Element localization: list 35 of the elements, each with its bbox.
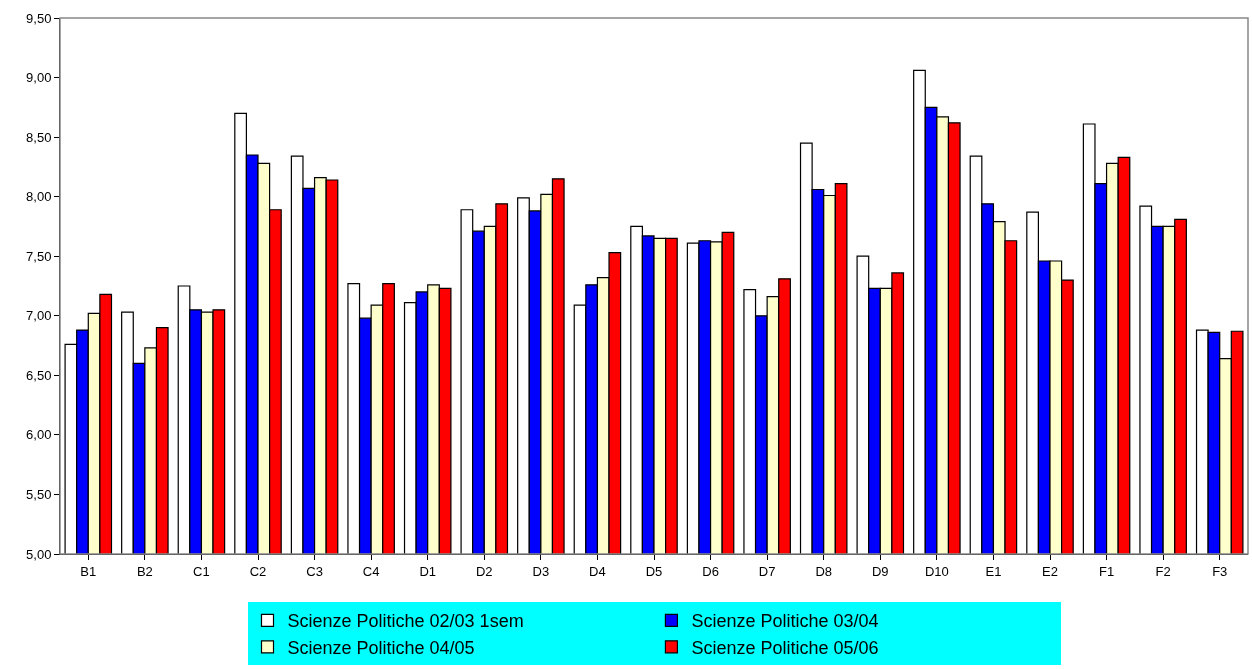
legend-label: Scienze Politiche 02/03 1sem <box>287 611 524 632</box>
x-tick-label: C2 <box>249 563 267 579</box>
x-tick-label: B1 <box>80 563 97 579</box>
y-tick-label: 5,00 <box>26 546 52 562</box>
x-tick-label: E1 <box>985 563 1002 579</box>
x-tick-label: F1 <box>1098 563 1115 579</box>
x-tick-label: D1 <box>419 563 437 579</box>
y-tick-label: 9,00 <box>26 70 52 86</box>
x-tick-label: C3 <box>306 563 323 579</box>
y-tick-label: 7,50 <box>26 248 52 264</box>
x-tick-label: D4 <box>589 563 606 579</box>
x-tick-label: C4 <box>362 563 380 579</box>
y-tick-label: 6,00 <box>26 427 52 443</box>
y-tick-label: 5,50 <box>26 486 52 502</box>
y-tick-label: 8,50 <box>26 129 52 145</box>
x-tick-label: D8 <box>815 563 833 579</box>
legend-label: Scienze Politiche 05/06 <box>691 637 879 658</box>
x-tick-label: C1 <box>193 563 210 579</box>
x-tick-label: D6 <box>702 563 719 579</box>
x-tick-label: D9 <box>871 563 889 579</box>
x-tick-label: D2 <box>475 563 493 579</box>
y-tick-label: 9,50 <box>26 10 52 26</box>
x-tick-label: D10 <box>924 563 949 579</box>
y-tick-label: 7,00 <box>26 308 52 324</box>
x-tick-label: F3 <box>1212 563 1228 579</box>
y-tick-label: 8,00 <box>26 189 52 205</box>
x-tick-label: E2 <box>1042 563 1058 579</box>
x-tick-label: B2 <box>136 563 153 579</box>
y-tick-label: 6,50 <box>26 367 52 383</box>
x-tick-label: D3 <box>532 563 550 579</box>
x-tick-label: F2 <box>1155 563 1171 579</box>
legend-label: Scienze Politiche 04/05 <box>287 637 475 658</box>
legend-label: Scienze Politiche 03/04 <box>691 611 879 632</box>
x-tick-label: D5 <box>645 563 663 579</box>
x-tick-label: D7 <box>758 563 776 579</box>
